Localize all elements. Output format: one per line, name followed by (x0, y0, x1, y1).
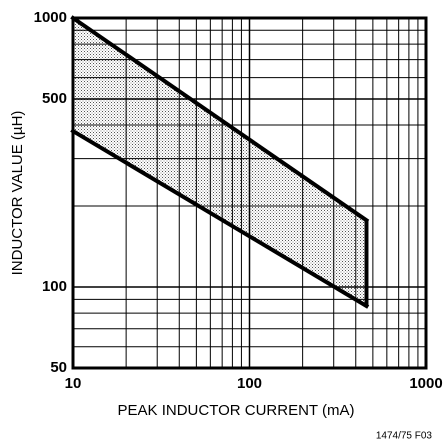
y-tick-label: 1000 (34, 9, 67, 26)
x-axis-label: PEAK INDUCTOR CURRENT (mA) (118, 402, 355, 419)
x-tick-label: 100 (237, 375, 262, 392)
y-axis-label: INDUCTOR VALUE (µH) (9, 111, 26, 276)
y-tick-label: 50 (50, 359, 67, 376)
x-tick-label: 10 (65, 375, 82, 392)
y-tick-label: 100 (42, 278, 67, 295)
x-tick-label: 1000 (409, 375, 442, 392)
figure-note: 1474/75 F03 (376, 431, 433, 442)
y-tick-label: 500 (42, 90, 67, 107)
plot-frame (71, 16, 428, 370)
series-line (70, 15, 370, 224)
shaded-band (73, 18, 367, 307)
series-line (70, 128, 370, 309)
